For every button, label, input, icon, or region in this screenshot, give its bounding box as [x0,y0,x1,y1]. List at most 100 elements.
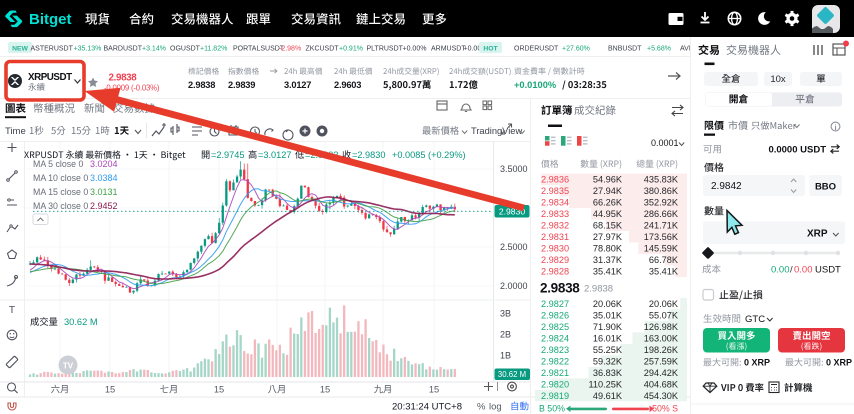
svg-text:31.37K: 31.37K [593,255,623,265]
svg-text:AVNT: AVNT [680,46,699,53]
svg-text:OGUSDT: OGUSDT [170,46,201,53]
svg-text:286.66K: 286.66K [644,209,679,219]
svg-text:BARDUSDT: BARDUSDT [104,46,143,53]
svg-text:380.86K: 380.86K [644,186,679,196]
svg-text:66.26K: 66.26K [593,198,623,208]
svg-text:241.71K: 241.71K [644,221,679,231]
svg-text:-2.98%: -2.98% [279,46,301,53]
svg-text:10x: 10x [770,74,786,85]
svg-text:35.41K: 35.41K [649,267,679,277]
svg-text:3.0204: 3.0204 [90,159,118,169]
svg-text:66.78K: 66.78K [649,255,679,265]
svg-text:=2.9830: =2.9830 [352,150,385,160]
svg-text:Time: Time [5,126,26,137]
svg-text:+35.13%: +35.13% [74,46,102,53]
svg-text:PORTALSUSDT: PORTALSUSDT [233,46,285,53]
svg-text:2.9829: 2.9829 [541,255,569,265]
svg-text:+27.60%: +27.60% [562,46,590,53]
svg-text:27.97K: 27.97K [593,232,623,242]
svg-text:%: % [477,402,486,413]
svg-text:3.0127: 3.0127 [284,80,311,90]
svg-text:352.92K: 352.92K [644,198,679,208]
svg-text:0 XRP: 0 XRP [744,358,770,368]
svg-text:20.06K: 20.06K [649,299,679,309]
svg-text:2.9838: 2.9838 [540,281,580,296]
svg-text:2.9823: 2.9823 [541,345,569,355]
svg-text:20:31:24 UTC+8: 20:31:24 UTC+8 [392,402,462,413]
svg-text:15: 15 [320,385,330,395]
svg-text:2.9830: 2.9830 [499,206,526,216]
svg-text:2.9452: 2.9452 [90,201,118,211]
svg-text:3.0131: 3.0131 [90,187,118,197]
svg-text:2.9831: 2.9831 [541,232,569,242]
svg-text:0.00: 0.00 [771,265,790,276]
svg-text:BNBUSDT: BNBUSDT [608,46,642,53]
svg-text:294.42K: 294.42K [644,368,679,378]
svg-text:404.68K: 404.68K [644,379,679,389]
svg-text:3.5000: 3.5000 [500,164,528,174]
svg-text:44.95K: 44.95K [593,209,623,219]
svg-text:2.9822: 2.9822 [541,356,569,366]
svg-text:ARMUSDT: ARMUSDT [431,46,466,53]
svg-text:30.62 M: 30.62 M [498,370,526,379]
svg-text:+0.00%: +0.00% [403,46,427,53]
svg-text:173.56K: 173.56K [644,232,679,242]
svg-text:TradingView: TradingView [471,126,522,136]
svg-text:2.9836: 2.9836 [541,175,569,185]
svg-text:2.9821: 2.9821 [541,368,569,378]
svg-text:2.9834: 2.9834 [541,198,569,208]
svg-text:log: log [489,402,502,413]
svg-text:0.0000 USDT: 0.0000 USDT [768,145,826,156]
svg-text:NEW: NEW [12,45,28,52]
svg-text:71.90K: 71.90K [593,322,623,332]
svg-text:2.9835: 2.9835 [541,186,569,196]
svg-text:2.9839: 2.9839 [228,80,255,90]
svg-text:55.07K: 55.07K [649,310,679,320]
svg-text:15: 15 [214,385,224,395]
svg-text:XRP: XRP [807,229,828,240]
svg-text:0.00: 0.00 [794,265,813,276]
svg-text:2.9820: 2.9820 [541,379,569,389]
svg-text:BBO: BBO [815,182,836,193]
svg-text:2.9842: 2.9842 [711,181,742,192]
svg-text:2.9824: 2.9824 [541,333,569,343]
svg-text:78.80K: 78.80K [593,244,623,254]
svg-text:ZKCUSDT: ZKCUSDT [306,46,340,53]
svg-text:USDT: USDT [815,265,841,276]
svg-text:2.9832: 2.9832 [541,221,569,231]
svg-text:+0.0085 (+0.29%): +0.0085 (+0.29%) [392,150,466,160]
svg-text:435.83K: 435.83K [644,175,679,185]
svg-text:2.9603: 2.9603 [334,80,361,90]
svg-text:454.30K: 454.30K [644,391,679,401]
svg-text:15: 15 [105,385,115,395]
svg-text:30.62 M: 30.62 M [64,317,98,327]
svg-text:2.9825: 2.9825 [541,322,569,332]
svg-text:HOT: HOT [483,45,498,52]
svg-text:T: T [9,304,16,316]
svg-text:2.9838: 2.9838 [188,80,215,90]
svg-text:3.0384: 3.0384 [90,173,118,183]
svg-text:49.61K: 49.61K [593,391,623,401]
svg-text:+0.00%: +0.00% [464,46,488,53]
svg-text:0.0001: 0.0001 [651,138,679,148]
svg-text:2B: 2B [500,329,511,339]
svg-text:2.9827: 2.9827 [541,299,569,309]
svg-text:MA 30 close 0: MA 30 close 0 [33,201,88,211]
svg-text:=2.9745: =2.9745 [211,150,244,160]
svg-text:Bitget: Bitget [29,11,72,28]
svg-text:B 50%: B 50% [539,404,565,414]
svg-text:/: / [790,265,793,276]
svg-text:ASTERUSDT: ASTERUSDT [31,46,74,53]
svg-text:2.0000: 2.0000 [500,281,528,291]
svg-text:1B: 1B [500,351,511,361]
svg-text:MA 15 close 0: MA 15 close 0 [33,187,88,197]
svg-text:+0.0100%: +0.0100% [514,80,557,90]
svg-text:2.9838: 2.9838 [109,73,138,84]
svg-text:+3.14%: +3.14% [142,46,166,53]
svg-text:15: 15 [429,385,439,395]
svg-text:36.83K: 36.83K [593,368,623,378]
svg-text:TV: TV [63,362,74,371]
svg-text:2.9826: 2.9826 [541,310,569,320]
svg-text:2.9833: 2.9833 [541,209,569,219]
svg-text:59.32K: 59.32K [593,356,623,366]
